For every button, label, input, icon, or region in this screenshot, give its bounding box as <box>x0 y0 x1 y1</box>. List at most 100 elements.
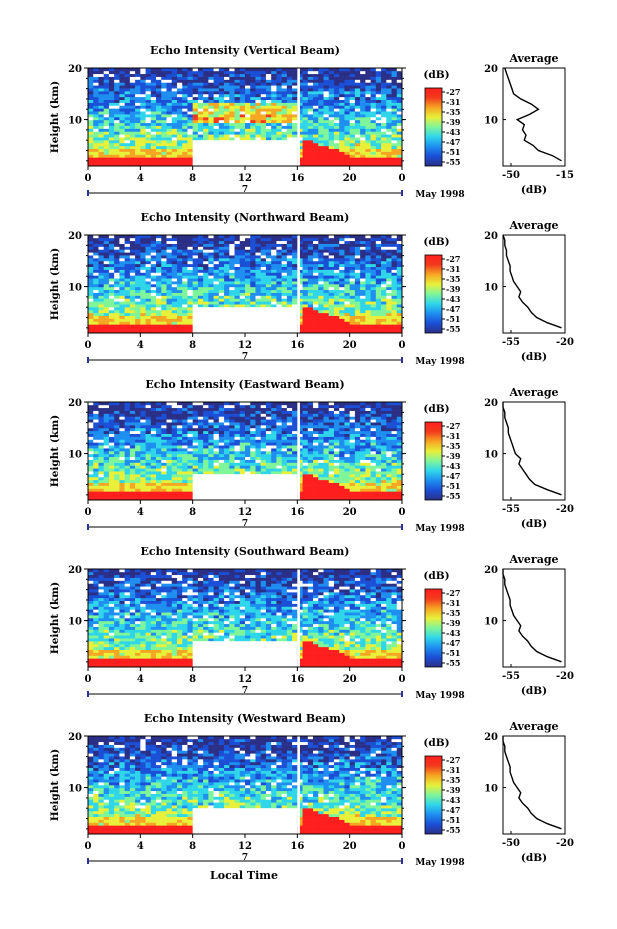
x-tick-label: 8 <box>189 340 196 351</box>
x-tick-label: 12 <box>238 340 252 351</box>
colorbar <box>424 87 443 167</box>
colorbar-tick-label: -31 <box>446 97 460 107</box>
colorbar-tick-label: -55 <box>446 825 460 835</box>
y-tick-label: 20 <box>68 732 82 743</box>
profile-x-tick-label: -55 <box>502 671 520 682</box>
x-tick-label: 16 <box>290 340 304 351</box>
x-tick-label: 8 <box>189 841 196 852</box>
colorbar-tick-label: -27 <box>446 87 460 97</box>
profile-y-tick-label: 20 <box>484 64 498 75</box>
y-tick-label: 20 <box>68 231 82 242</box>
profile-y-tick-label: 10 <box>484 283 498 294</box>
x-tick-label: 20 <box>343 173 357 184</box>
missing-data-region <box>297 569 300 667</box>
x-tick-label: 0 <box>399 841 406 852</box>
colorbar-tick-label: -47 <box>446 471 460 481</box>
colorbar-unit: (dB) <box>423 69 449 81</box>
panel-3: Echo Intensity (Eastward Beam) 20 10 Height… <box>49 378 574 534</box>
colorbar-tick-label: -31 <box>446 431 460 441</box>
profile-frame <box>502 67 566 167</box>
colorbar-tick-label: -43 <box>446 127 461 137</box>
x-tick-label: 16 <box>290 507 304 518</box>
profile-title: Average <box>508 219 558 232</box>
profile-line <box>504 67 562 162</box>
x-tick-label: 0 <box>399 173 406 184</box>
month-label: May 1998 <box>415 691 464 701</box>
colorbar-tick-label: -55 <box>446 658 460 668</box>
x-tick-label: 0 <box>85 340 92 351</box>
colorbar-tick-label: -43 <box>446 628 461 638</box>
profile-line <box>502 402 562 496</box>
profile-y-tick-label: 20 <box>484 565 498 576</box>
panel-title: Echo Intensity (Northward Beam) <box>141 211 350 224</box>
day-label: 7 <box>242 185 248 195</box>
profile-line <box>502 234 562 329</box>
colorbar-tick-label: -55 <box>446 491 460 501</box>
colorbar-tick-label: -51 <box>446 147 460 157</box>
heatmap <box>88 235 403 334</box>
missing-data-region <box>297 402 300 500</box>
x-tick-label: 0 <box>85 173 92 184</box>
profile-frame <box>502 568 566 668</box>
profile-y-tick-label: 10 <box>484 116 498 127</box>
profile-x-tick-label: -50 <box>502 170 520 181</box>
colorbar-tick-label: -47 <box>446 137 460 147</box>
x-tick-label: 20 <box>343 507 357 518</box>
missing-data-region <box>192 641 298 667</box>
colorbar <box>424 421 443 501</box>
x-tick-label: 4 <box>137 507 144 518</box>
profile-x-label: (dB) <box>521 351 547 363</box>
missing-data-region <box>192 307 298 333</box>
x-tick-label: 16 <box>290 173 304 184</box>
missing-data-region <box>192 140 298 166</box>
colorbar-unit: (dB) <box>423 236 449 248</box>
x-tick-label: 8 <box>189 674 196 685</box>
profile-x-label: (dB) <box>521 518 547 530</box>
y-tick-label: 20 <box>68 64 82 75</box>
panel-title: Echo Intensity (Southward Beam) <box>141 545 350 558</box>
profile-x-tick-label: -15 <box>556 170 574 181</box>
colorbar-tick-label: -43 <box>446 461 461 471</box>
panel-title: Echo Intensity (Westward Beam) <box>144 712 346 725</box>
y-tick-label: 20 <box>68 565 82 576</box>
missing-data-region <box>297 235 300 333</box>
x-tick-label: 20 <box>343 340 357 351</box>
profile-frame <box>502 234 566 334</box>
x-tick-label: 12 <box>238 173 252 184</box>
colorbar <box>424 755 443 835</box>
colorbar-tick-label: -51 <box>446 648 460 658</box>
colorbar-tick-label: -39 <box>446 284 461 294</box>
day-label: 7 <box>242 686 248 696</box>
colorbar-tick-label: -35 <box>446 441 460 451</box>
colorbar <box>424 588 443 668</box>
colorbar-tick-label: -51 <box>446 481 460 491</box>
x-tick-label: 12 <box>238 674 252 685</box>
x-tick-label: 12 <box>238 841 252 852</box>
profile-frame <box>502 735 566 835</box>
colorbar-tick-label: -27 <box>446 421 460 431</box>
y-tick-label: 10 <box>68 283 82 294</box>
x-tick-label: 0 <box>399 340 406 351</box>
panel-title: Echo Intensity (Eastward Beam) <box>145 378 344 391</box>
x-tick-label: 4 <box>137 173 144 184</box>
month-label: May 1998 <box>415 357 464 367</box>
colorbar-tick-label: -47 <box>446 304 460 314</box>
x-tick-label: 20 <box>343 674 357 685</box>
colorbar-tick-label: -47 <box>446 638 460 648</box>
y-axis-label: Height (km) <box>49 81 61 153</box>
panel-2: Echo Intensity (Northward Beam) 20 10 Heigh… <box>49 211 574 367</box>
colorbar-tick-label: -39 <box>446 785 461 795</box>
colorbar-tick-label: -35 <box>446 608 460 618</box>
panel-title: Echo Intensity (Vertical Beam) <box>150 44 340 57</box>
y-axis-label: Height (km) <box>49 415 61 487</box>
colorbar-tick-label: -27 <box>446 755 460 765</box>
profile-y-tick-label: 20 <box>484 732 498 743</box>
y-axis-label: Height (km) <box>49 248 61 320</box>
colorbar-tick-label: -39 <box>446 117 461 127</box>
profile-title: Average <box>508 553 558 566</box>
profile-title: Average <box>508 720 558 733</box>
colorbar <box>424 254 443 334</box>
day-label: 7 <box>242 352 248 362</box>
x-tick-label: 4 <box>137 841 144 852</box>
